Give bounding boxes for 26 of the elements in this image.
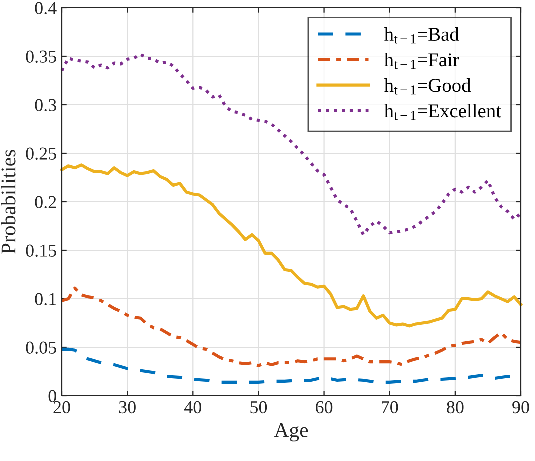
y-tick-label: 0.25: [26, 148, 56, 160]
line-series: [60, 53, 523, 237]
line-series: [60, 164, 523, 328]
legend-label: h$_{t−1}$=Good: [384, 78, 472, 95]
y-tick-label: 0.35: [26, 50, 56, 64]
y-tick-label: 0.4: [35, 2, 57, 15]
y-tick-label: 0.2: [35, 196, 56, 209]
y-axis-title: Probabilities: [1, 150, 16, 254]
x-tick-label: 70: [382, 401, 398, 414]
x-axis-title: Age: [274, 423, 308, 442]
x-tick-label: 60: [316, 401, 333, 414]
y-tick-label: 0.15: [26, 244, 56, 258]
y-tick-label: 0.1: [35, 293, 56, 306]
line-series: [60, 286, 523, 368]
y-tick-label: 0: [48, 390, 56, 402]
x-tick-label: 40: [184, 401, 202, 414]
x-tick-label: 80: [447, 401, 464, 414]
x-tick-label: 90: [512, 401, 530, 414]
y-tick-label: 0.05: [26, 342, 56, 354]
x-tick-label: 50: [250, 401, 268, 414]
y-tick-label: 0.3: [35, 99, 56, 112]
legend-label: h$_{t−1}$=Bad: [384, 27, 460, 44]
legend-label: h$_{t−1}$=Excellent: [384, 104, 502, 120]
x-tick-label: 20: [54, 401, 70, 414]
legend-label: h$_{t−1}$=Fair: [384, 52, 460, 70]
x-tick-label: 30: [119, 401, 136, 414]
